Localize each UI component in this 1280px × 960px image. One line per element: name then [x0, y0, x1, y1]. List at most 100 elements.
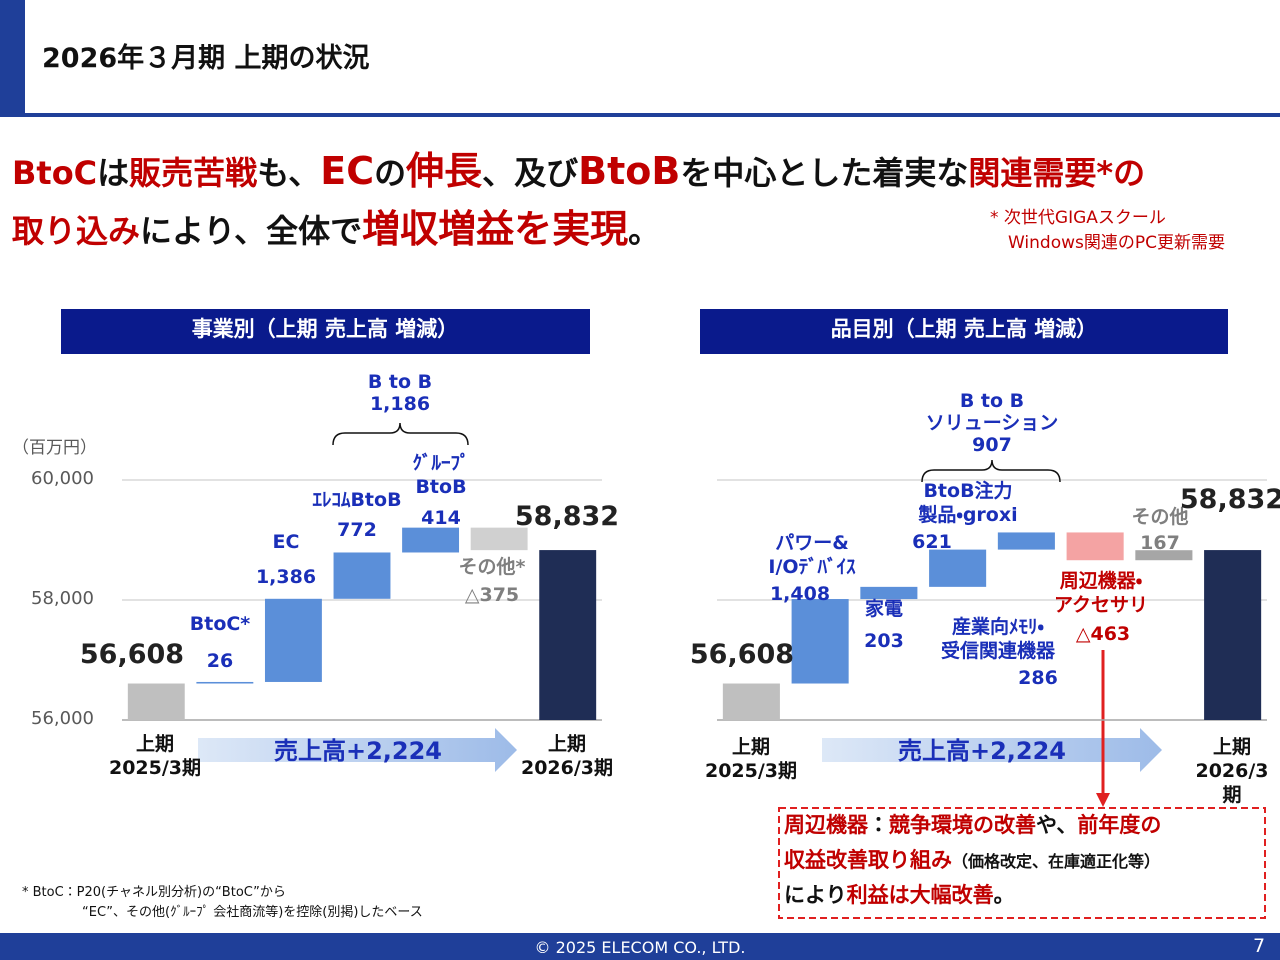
bar: [1066, 532, 1124, 561]
text-segment: の: [374, 154, 407, 192]
text-line: 周辺機器：競争環境の改善や、前年度の: [784, 812, 1161, 838]
text-segment: BtoC: [12, 154, 98, 192]
text-segment: 関連需要*の: [968, 154, 1146, 192]
panel-header: [61, 309, 590, 354]
value-label: 167: [1140, 532, 1180, 554]
bar: [470, 527, 528, 551]
text-line: により利益は大幅改善。: [784, 882, 1015, 908]
bar: [860, 586, 918, 600]
category-label: パワー& I/Oﾃﾞﾊﾞｲｽ: [768, 532, 856, 578]
bar: [1204, 550, 1262, 720]
growth-arrow: [198, 728, 517, 772]
category-label: その他*: [458, 556, 526, 578]
category-label: 上期 2026/3期: [1195, 736, 1269, 806]
value-label: 772: [337, 519, 377, 541]
panel-title: 品目別（上期 売上高 増減）: [830, 317, 1098, 341]
growth-arrow: [822, 728, 1162, 772]
text-line: 取り込みにより、全体で増収増益を実現。: [12, 206, 660, 254]
brace: [332, 422, 469, 446]
value-label: 58,832: [1179, 484, 1280, 515]
copyright: © 2025 ELECOM CO., LTD.: [534, 938, 746, 957]
category-label: 上期 2025/3期: [704, 736, 798, 782]
text-segment: により: [784, 883, 847, 907]
y-tick-label: 60,000: [31, 468, 94, 489]
text-segment: 前年度の: [1077, 813, 1162, 837]
page-number: 7: [1253, 935, 1266, 957]
text-segment: は: [97, 154, 130, 192]
category-label: BtoB注力 製品・groxi: [918, 480, 1018, 526]
text-segment: 。: [628, 212, 661, 250]
bar: [264, 598, 322, 682]
text-segment: 伸長: [406, 149, 483, 193]
text-segment: 、及び: [482, 154, 579, 192]
value-label: △463: [1075, 623, 1131, 645]
brace: [921, 459, 1061, 483]
panel-title: 事業別（上期 売上高 増減）: [191, 317, 459, 341]
category-label: ｴﾚｺﾑBtoB: [312, 489, 402, 511]
bar: [1135, 550, 1193, 561]
bar: [539, 550, 597, 720]
note: * 次世代GIGAスクール: [990, 208, 1166, 228]
text-segment: により、全体で: [140, 212, 363, 250]
header-accent: [0, 0, 25, 115]
header-rule: [0, 113, 1280, 117]
note: Windows関連のPC更新需要: [1008, 233, 1226, 253]
slide-title: 2026年３月期 上期の状況: [42, 43, 370, 74]
category-label: 上期 2025/3期: [108, 733, 202, 779]
callout-arrow-head: [1096, 793, 1110, 807]
value-label: 1,386: [255, 566, 317, 588]
category-label: 産業向ﾒﾓﾘ・ 受信関連機器: [940, 616, 1056, 662]
footnote: * BtoC：P20(チャネル別分析)の“BtoC”から: [22, 885, 286, 900]
text-segment: 。: [993, 883, 1015, 907]
bar: [127, 683, 185, 720]
text-segment: 収益改善取り組み: [784, 848, 952, 872]
value-label: 56,608: [79, 639, 185, 670]
text-segment: ：: [868, 813, 889, 837]
bar: [402, 527, 460, 553]
text-segment: 取り込み: [12, 212, 141, 250]
brace-label: B to B 1,186: [367, 371, 433, 415]
value-label: 203: [864, 630, 904, 652]
text-segment: BtoB: [578, 149, 681, 193]
brace-label: B to B ソリューション 907: [925, 390, 1059, 456]
footer-band: [0, 933, 1280, 960]
y-tick-label: 58,000: [31, 588, 94, 609]
unit-label: （百万円）: [12, 438, 97, 458]
text-segment: 周辺機器: [784, 813, 868, 837]
value-label: 414: [421, 507, 461, 529]
text-segment: 競争環境の改善: [889, 813, 1036, 837]
value-label: 621: [912, 531, 952, 553]
text-segment: を中心とした着実な: [680, 154, 969, 192]
category-label: 上期 2026/3期: [520, 733, 614, 779]
footnote: “EC”、その他(ｸﾞﾙｰﾌﾟ 会社商流等)を控除(別掲)したベース: [82, 905, 423, 920]
text-segment: 販売苦戦: [129, 154, 258, 192]
text-line: BtoCは販売苦戦も、ECの伸長、及びBtoBを中心とした着実な関連需要*の: [12, 148, 1145, 196]
text-segment: や、: [1036, 813, 1078, 837]
text-segment: 増収増益を実現: [362, 207, 629, 251]
category-label: 周辺機器・ アクセサリ: [1053, 570, 1149, 616]
text-segment: 利益は大幅改善: [846, 883, 994, 907]
text-segment: （価格改定、在庫適正化等）: [952, 852, 1161, 871]
bar: [791, 599, 849, 684]
category-label: BtoC*: [189, 613, 251, 635]
category-label: EC: [272, 531, 300, 553]
arrow-label: 売上高+2,224: [273, 737, 443, 765]
arrow-label: 売上高+2,224: [897, 737, 1067, 765]
text-line: 収益改善取り組み（価格改定、在庫適正化等）: [784, 847, 1160, 873]
bar: [929, 549, 987, 587]
text-segment: EC: [320, 149, 375, 193]
category-label: 家電: [864, 598, 904, 620]
y-tick-label: 56,000: [31, 708, 94, 729]
value-label: △375: [464, 584, 520, 606]
value-label: 286: [1018, 667, 1058, 689]
callout-box: [778, 807, 1266, 919]
value-label: 58,832: [514, 501, 620, 532]
bar: [997, 532, 1055, 550]
panel-header: [700, 309, 1228, 354]
category-label: ｸﾞﾙｰﾌﾟ BtoB: [412, 452, 470, 498]
value-label: 1,408: [769, 583, 831, 605]
category-label: その他: [1131, 506, 1189, 528]
value-label: 26: [206, 650, 234, 672]
